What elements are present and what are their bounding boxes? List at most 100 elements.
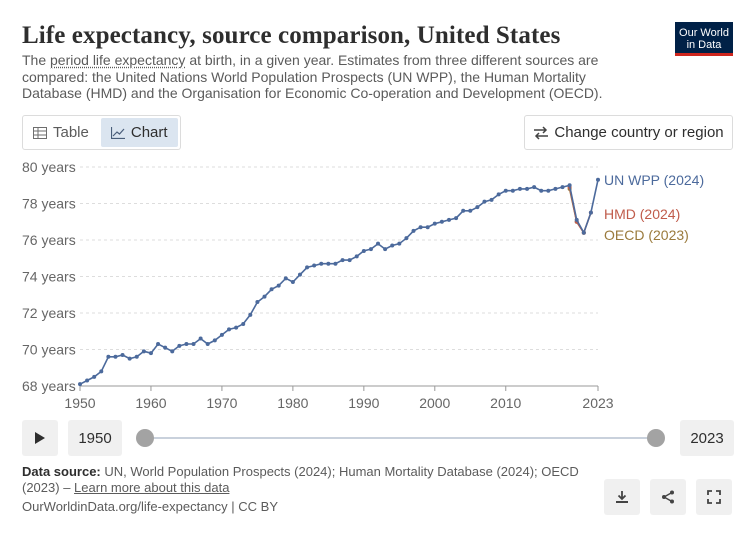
- data-source: Data source: UN, World Population Prospe…: [22, 464, 582, 496]
- play-button[interactable]: [22, 420, 58, 456]
- data-point: [248, 312, 253, 317]
- data-point: [354, 254, 359, 259]
- data-point: [482, 199, 487, 204]
- y-tick-label: 74 years: [22, 269, 76, 285]
- change-country-button[interactable]: Change country or region: [524, 115, 733, 150]
- data-point: [297, 272, 302, 277]
- data-point: [184, 342, 189, 347]
- x-tick-label: 2023: [582, 395, 613, 411]
- data-point: [120, 352, 125, 357]
- data-point: [163, 345, 168, 350]
- data-point: [574, 217, 579, 222]
- tab-table-label: Table: [53, 124, 89, 141]
- timeline-start-year[interactable]: 1950: [68, 420, 122, 456]
- data-point: [517, 186, 522, 191]
- data-point: [560, 185, 565, 190]
- subtitle-post: at birth, in a given year. Estimates fro…: [22, 52, 603, 101]
- tab-chart[interactable]: Chart: [100, 118, 178, 147]
- data-point: [305, 265, 310, 270]
- data-point: [276, 283, 281, 288]
- owid-logo[interactable]: Our World in Data: [675, 22, 733, 56]
- data-point: [170, 349, 175, 354]
- share-icon: [662, 490, 674, 504]
- y-tick-label: 70 years: [22, 342, 76, 358]
- data-point: [418, 225, 423, 230]
- y-tick-label: 72 years: [22, 305, 76, 321]
- data-point: [489, 197, 494, 202]
- data-point: [532, 185, 537, 190]
- data-point: [475, 205, 480, 210]
- data-point: [411, 228, 416, 233]
- line-chart-icon: [110, 126, 125, 139]
- fullscreen-button[interactable]: [696, 479, 732, 515]
- data-point: [177, 343, 182, 348]
- data-point: [461, 208, 466, 213]
- x-tick-label: 1960: [135, 395, 166, 411]
- series-label: UN WPP (2024): [604, 172, 704, 188]
- view-tabs: Table Chart: [22, 115, 181, 150]
- data-point: [383, 247, 388, 252]
- series-line: [79, 179, 599, 385]
- download-icon: [616, 491, 628, 503]
- timeline-end-year[interactable]: 2023: [680, 420, 734, 456]
- data-point: [312, 263, 317, 268]
- data-point: [347, 258, 352, 263]
- data-point: [588, 210, 593, 215]
- x-tick-label: 1980: [277, 395, 308, 411]
- change-country-label: Change country or region: [554, 124, 724, 141]
- line-chart: 68 years 70 years 72 years 74 years 76 years…: [22, 159, 704, 411]
- data-point: [113, 354, 118, 359]
- timeline-end-handle[interactable]: [647, 429, 665, 447]
- timeline-track[interactable]: [145, 437, 657, 439]
- y-tick-label: 68 years: [22, 378, 76, 394]
- tab-table[interactable]: Table: [23, 116, 99, 149]
- data-point: [397, 241, 402, 246]
- share-button[interactable]: [650, 479, 686, 515]
- source-text: UN, World Population Prospects (2024); H…: [22, 464, 579, 495]
- data-point: [454, 216, 459, 221]
- data-point: [404, 236, 409, 241]
- timeline-start-handle[interactable]: [136, 429, 154, 447]
- x-tick-label: 2010: [490, 395, 521, 411]
- logo-line2: in Data: [686, 39, 722, 51]
- logo-line1: Our World: [679, 27, 729, 39]
- data-point: [148, 351, 153, 356]
- data-point: [106, 354, 111, 359]
- source-label: Data source:: [22, 464, 101, 479]
- data-point: [205, 342, 210, 347]
- data-point: [134, 354, 139, 359]
- data-point: [290, 279, 295, 284]
- data-point: [191, 342, 196, 347]
- table-icon: [33, 126, 47, 139]
- data-point: [425, 225, 430, 230]
- x-tick-label: 1990: [348, 395, 379, 411]
- data-point: [546, 188, 551, 193]
- subtitle-pre: The: [22, 52, 51, 68]
- series-label: OECD (2023): [604, 227, 689, 243]
- x-tick-label: 1950: [64, 395, 95, 411]
- data-point: [85, 378, 90, 383]
- period-life-expectancy-link[interactable]: period life expectancy: [50, 52, 186, 68]
- data-point: [99, 369, 104, 374]
- data-point: [446, 217, 451, 222]
- timeline-controls: 1950 2023: [0, 420, 750, 456]
- learn-more-link[interactable]: Learn more about this data: [74, 480, 230, 495]
- data-point: [255, 300, 260, 305]
- data-point: [510, 188, 515, 193]
- data-point: [596, 177, 600, 182]
- data-point: [539, 188, 544, 193]
- chart-subtitle: The period life expectancy at birth, in …: [22, 52, 632, 102]
- data-point: [156, 342, 161, 347]
- source-url[interactable]: OurWorldinData.org/life-expectancy | CC …: [22, 499, 279, 514]
- y-tick-label: 76 years: [22, 232, 76, 248]
- data-point: [567, 183, 572, 188]
- data-point: [234, 325, 239, 330]
- swap-arrows-icon: [534, 125, 549, 140]
- data-point: [376, 241, 381, 246]
- data-point: [333, 261, 338, 266]
- data-point: [78, 382, 82, 387]
- download-button[interactable]: [604, 479, 640, 515]
- x-tick-label: 2000: [419, 395, 450, 411]
- data-point: [439, 219, 444, 224]
- data-point: [553, 186, 558, 191]
